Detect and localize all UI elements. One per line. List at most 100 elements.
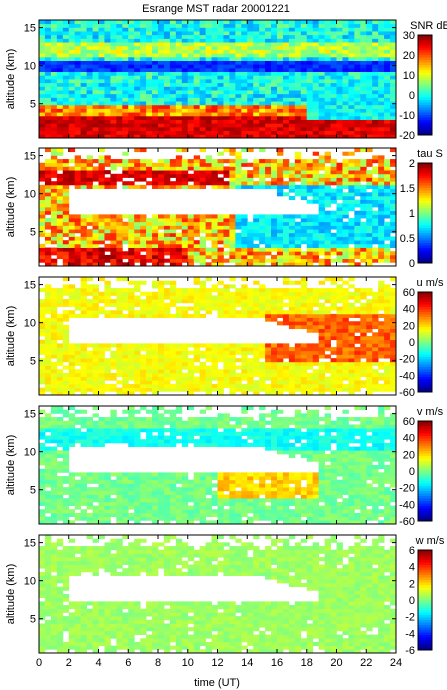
heatmap-cell — [98, 115, 105, 120]
heatmap-cell — [378, 387, 385, 392]
heatmap-cell — [384, 247, 391, 252]
heatmap-cell — [56, 221, 64, 226]
heatmap-cell — [62, 339, 70, 344]
heatmap-cell — [330, 243, 337, 248]
heatmap-cell — [265, 53, 272, 58]
heatmap-cell — [158, 254, 165, 260]
heatmap-cell — [390, 97, 397, 102]
heatmap-cell — [318, 328, 325, 333]
heatmap-cell — [259, 86, 266, 91]
heatmap-cell — [312, 42, 320, 47]
heatmap-cell — [330, 42, 337, 47]
heatmap-cell — [348, 119, 355, 124]
heatmap-cell — [152, 372, 159, 377]
heatmap-cell — [312, 170, 320, 175]
heatmap-cell — [300, 115, 308, 120]
heatmap-cell — [211, 299, 218, 304]
heatmap-cell — [378, 108, 385, 113]
heatmap-cell — [294, 90, 302, 95]
heatmap-cell — [175, 27, 183, 32]
heatmap-cell — [217, 82, 224, 87]
heatmap-cell — [50, 108, 58, 113]
heatmap-cell — [92, 104, 99, 109]
heatmap-cell — [110, 243, 117, 248]
heatmap-cell — [378, 203, 385, 208]
heatmap-cell — [211, 86, 218, 91]
heatmap-cell — [366, 123, 373, 128]
heatmap-cell — [223, 354, 230, 359]
heatmap-cell — [146, 93, 153, 98]
heatmap-cell — [282, 126, 290, 132]
heatmap-cell — [110, 184, 117, 189]
heatmap-cell — [378, 195, 385, 201]
heatmap-cell — [348, 302, 355, 307]
heatmap-cell — [140, 229, 147, 234]
heatmap-cell — [86, 134, 93, 139]
heatmap-cell — [288, 302, 296, 307]
heatmap-cell — [199, 299, 206, 304]
heatmap-cell — [247, 90, 254, 95]
heatmap-cell — [277, 347, 284, 352]
heatmap-cell — [229, 240, 236, 245]
heatmap-cell — [247, 262, 254, 267]
heatmap-cell — [247, 358, 254, 363]
heatmap-cell — [217, 288, 224, 293]
heatmap-cell — [199, 361, 206, 366]
heatmap-cell — [50, 93, 58, 98]
heatmap-cell — [312, 243, 320, 248]
heatmap-cell — [217, 358, 224, 363]
heatmap-cell — [193, 184, 201, 189]
heatmap-cell — [241, 302, 248, 307]
heatmap-cell — [235, 173, 242, 178]
heatmap-cell — [223, 218, 230, 223]
heatmap-cell — [360, 97, 367, 102]
heatmap-cell — [265, 221, 272, 226]
heatmap-cell — [348, 347, 355, 352]
heatmap-cell — [360, 82, 367, 87]
heatmap-cell — [62, 115, 70, 120]
heatmap-cell — [128, 343, 135, 348]
heatmap-cell — [312, 291, 320, 296]
heatmap-cell — [390, 310, 397, 315]
heatmap-cell — [366, 236, 373, 241]
heatmap-cell — [348, 64, 355, 69]
colorbar-step — [418, 112, 432, 116]
heatmap-cell — [211, 170, 218, 175]
heatmap-cell — [152, 218, 159, 223]
heatmap-cell — [50, 130, 58, 135]
heatmap-cell — [318, 155, 325, 160]
heatmap-cell — [152, 49, 159, 54]
heatmap-cell — [86, 365, 93, 370]
heatmap-cell — [193, 181, 201, 186]
heatmap-cell — [39, 435, 46, 440]
heatmap-cell — [80, 108, 87, 113]
heatmap-cell — [336, 162, 343, 167]
heatmap-cell — [294, 350, 302, 355]
heatmap-cell — [241, 354, 248, 359]
heatmap-cell — [158, 306, 165, 311]
heatmap-cell — [235, 350, 242, 355]
heatmap-cell — [140, 247, 147, 252]
heatmap-cell — [277, 376, 284, 381]
heatmap-cell — [241, 148, 248, 153]
heatmap-cell — [199, 280, 206, 285]
heatmap-cell — [169, 365, 177, 370]
heatmap-cell — [271, 177, 278, 182]
heatmap-cell — [205, 42, 212, 47]
heatmap-cell — [235, 262, 242, 267]
heatmap-cell — [122, 101, 129, 106]
heatmap-cell — [86, 369, 93, 374]
heatmap-cell — [50, 162, 58, 167]
heatmap-cell — [181, 49, 189, 54]
heatmap-cell — [259, 79, 266, 84]
heatmap-cell — [217, 221, 224, 226]
heatmap-cell — [229, 229, 236, 234]
heatmap-cell — [271, 130, 278, 135]
heatmap-cell — [300, 97, 308, 102]
heatmap-cell — [128, 383, 135, 389]
heatmap-cell — [128, 20, 135, 25]
heatmap-cell — [312, 361, 320, 366]
colorbar-step — [418, 245, 432, 249]
heatmap-cell — [229, 79, 236, 84]
heatmap-cell — [163, 101, 171, 106]
